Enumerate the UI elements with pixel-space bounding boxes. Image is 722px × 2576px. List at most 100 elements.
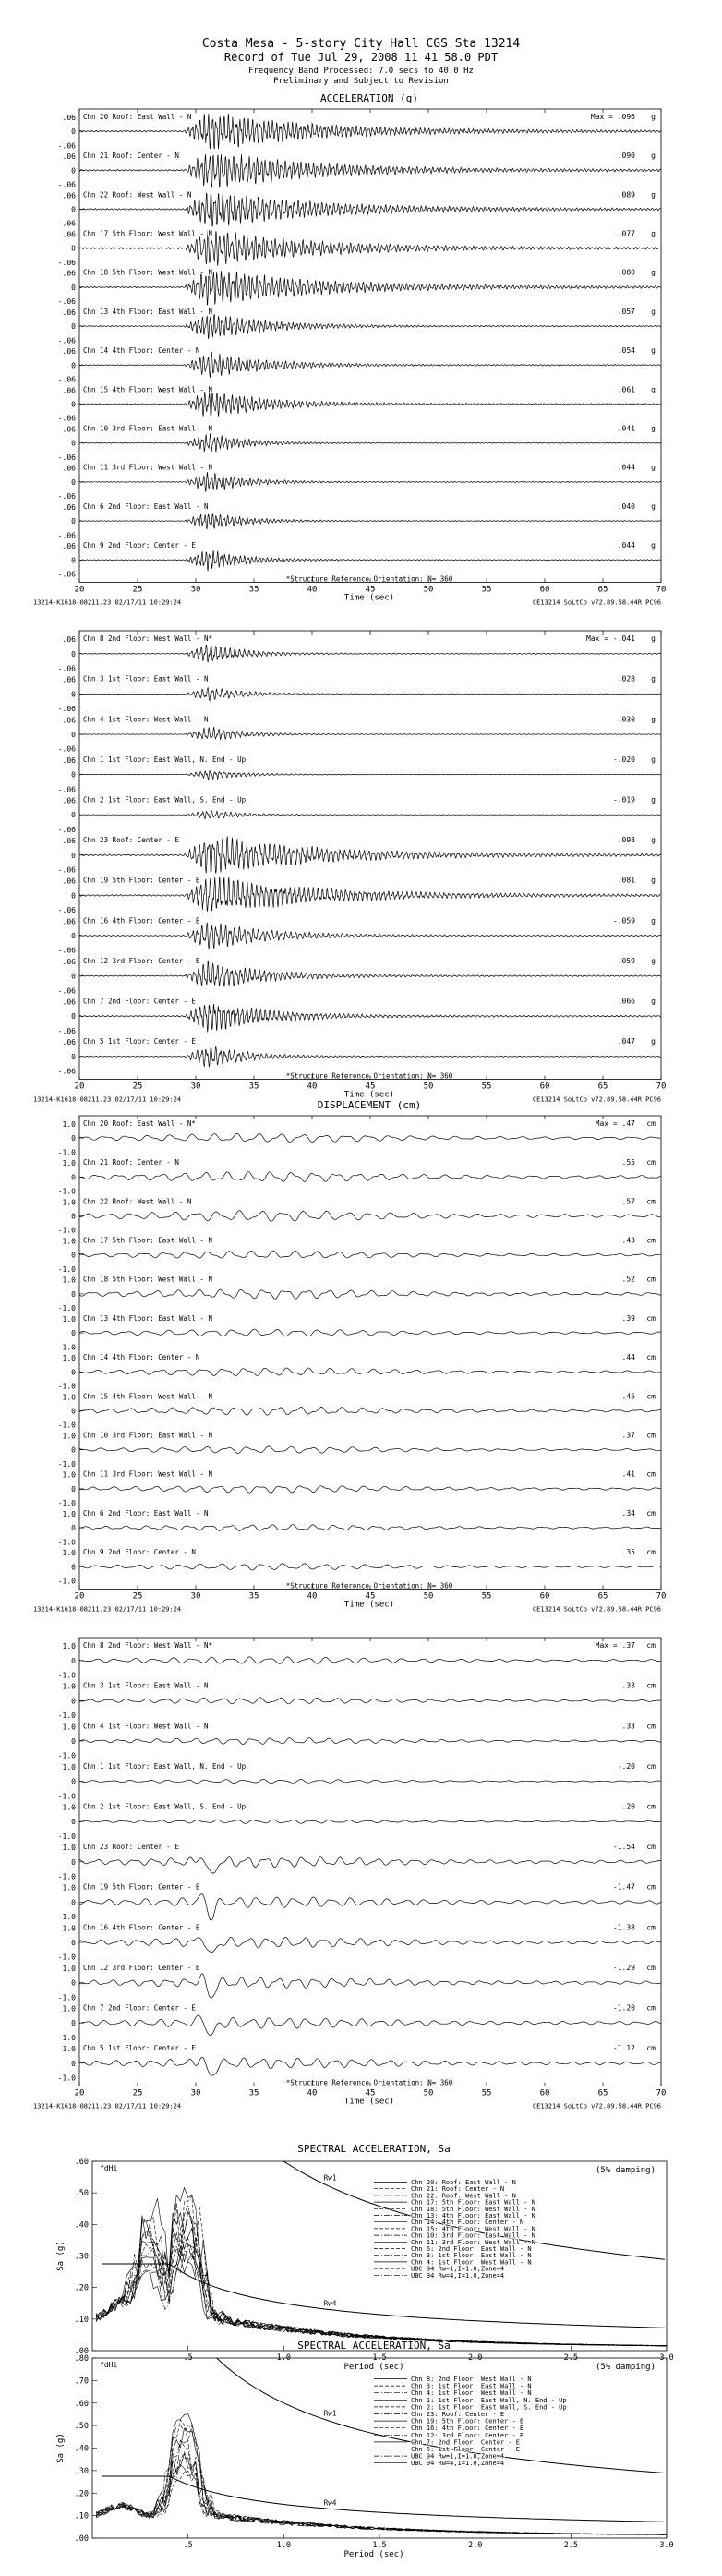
x-tick-label: 65 — [598, 585, 608, 594]
y-tick-label: .06 — [63, 837, 77, 845]
x-tick-label: 25 — [133, 1591, 143, 1601]
channel-trace-group: .06 0 -.06 Chn 14 4th Floor: Center - N .054… — [58, 345, 661, 383]
channel-max-value: .41 — [622, 1470, 636, 1479]
y-tick-label: .30 — [75, 2253, 89, 2262]
x-tick-label: 20 — [75, 2089, 85, 2098]
channel-trace-group: .06 0 -.06 Chn 17 5th Floor: West Wall - N.… — [58, 228, 661, 267]
y-tick-label: .50 — [75, 2422, 89, 2431]
unit-label: cm — [646, 1119, 656, 1128]
channel-label: Chn 8 2nd Floor: West Wall - N* — [83, 1641, 212, 1650]
y-tick-label: .10 — [75, 2512, 89, 2522]
channel-trace-group: .06 0 -.06 Chn 8 2nd Floor: West Wall - N* M… — [58, 634, 661, 672]
y-tick-label: -.06 — [58, 531, 76, 539]
y-tick-label: 1.0 — [63, 1683, 77, 1691]
y-tick-label: 0 — [71, 322, 76, 331]
y-tick-label: 0 — [71, 1408, 76, 1416]
x-tick-label: 35 — [249, 585, 259, 594]
legend-entry: Chn 1: 1st Floor: East Wall, N. End - Up — [411, 2397, 567, 2404]
x-tick-label: 40 — [307, 1082, 318, 1092]
y-tick-label: .06 — [63, 797, 77, 805]
y-tick-label: -.06 — [58, 986, 76, 995]
channel-max-value: .081 — [618, 877, 635, 885]
unit-label: cm — [646, 1276, 656, 1284]
y-tick-label: -1.0 — [58, 1711, 76, 1720]
channel-max-value: .054 — [618, 346, 635, 355]
y-tick-label: -1.0 — [58, 2074, 76, 2082]
unit-label: cm — [646, 1197, 656, 1205]
y-tick-label: 0 — [71, 478, 76, 487]
y-tick-label: -.06 — [58, 826, 76, 834]
legend-entry: Chn 23: Roof: Center - E — [411, 2411, 504, 2418]
y-tick-label: 0 — [71, 1053, 76, 1061]
y-tick-label: 1.0 — [63, 1549, 77, 1557]
channel-trace — [79, 1524, 661, 1531]
channel-trace — [79, 769, 661, 780]
legend-entry: Chn 20: Roof: East Wall - N — [411, 2179, 516, 2186]
x-tick-label: 45 — [366, 2089, 376, 2098]
channel-trace-group: 1.0 0 -1.0 Chn 2 1st Floor: East Wall, S. E… — [58, 1801, 661, 1841]
y-tick-label: .06 — [63, 716, 77, 724]
unit-label: cm — [646, 1803, 656, 1811]
processing-id: CE13214 SoLtCo v72.89.58.44R PC96 — [533, 2103, 661, 2110]
y-tick-label: -.06 — [58, 906, 76, 914]
channel-label: Chn 6 2nd Floor: East Wall - N — [83, 502, 208, 511]
y-tick-label: .00 — [75, 2347, 89, 2356]
channel-trace — [78, 433, 661, 453]
y-tick-label: 1.0 — [63, 1884, 77, 1893]
channel-max-value: .057 — [618, 308, 635, 316]
y-tick-label: -1.0 — [58, 1832, 76, 1841]
x-tick-label: 55 — [482, 585, 492, 594]
channel-max-value: .098 — [618, 836, 635, 844]
y-tick-label: -1.0 — [58, 1953, 76, 1962]
orientation-note: *Structure Reference Orientation: N= 360 — [286, 1581, 453, 1590]
x-tick-label: 30 — [191, 1082, 201, 1092]
legend-entry: Chn 21: Roof: Center - N — [411, 2185, 504, 2193]
unit-label: cm — [646, 1314, 656, 1323]
panel-frame — [78, 1637, 662, 2087]
unit-label: g — [651, 1037, 656, 1046]
y-tick-label: .00 — [75, 2534, 89, 2544]
channel-trace-group: 1.0 0 -1.0 Chn 16 4th Floor: Center - E -1.3… — [58, 1922, 661, 1962]
x-axis-label: Time (sec) — [344, 2098, 394, 2107]
legend-entry: Chn 11: 3rd Floor: West Wall - N — [411, 2239, 535, 2246]
panel-title: DISPLACEMENT (cm) — [318, 1099, 422, 1111]
channel-trace-group: .06 0 -.06 Chn 3 1st Floor: East Wall - N .0… — [58, 674, 661, 713]
channel-trace — [79, 644, 661, 663]
channel-max-value: -1.12 — [613, 2044, 635, 2052]
channel-label: Chn 11 3rd Floor: West Wall - N — [83, 1470, 212, 1479]
y-tick-label: 1.0 — [63, 1763, 77, 1772]
channel-trace — [78, 686, 661, 702]
y-tick-label: 0 — [71, 731, 76, 739]
y-tick-label: -.06 — [58, 297, 76, 306]
channel-label: Chn 15 4th Floor: West Wall - N — [83, 385, 212, 393]
legend-entry: Chn 12: 3rd Floor: Center - E — [411, 2432, 523, 2439]
y-tick-label: 1.0 — [63, 1198, 77, 1206]
y-tick-label: 1.0 — [63, 1642, 77, 1651]
y-tick-label: 1.0 — [63, 1315, 77, 1324]
x-tick-label: 65 — [598, 1082, 608, 1092]
x-tick-label: 50 — [424, 1082, 434, 1092]
channel-trace — [78, 351, 661, 378]
y-tick-label: .06 — [63, 542, 77, 550]
legend-entry: Chn 8: 2nd Floor: West Wall - N — [411, 2376, 532, 2383]
spectrum-panel-1: SPECTRAL ACCELERATION, Sa fdHi (5% damping… — [56, 2143, 674, 2372]
channel-max-value: .041 — [618, 425, 635, 433]
unit-label: g — [651, 464, 656, 472]
channel-max-value: .044 — [618, 464, 635, 472]
y-tick-label: 0 — [71, 127, 76, 136]
channel-trace — [78, 1973, 661, 1999]
channel-label: Chn 4 1st Floor: West Wall - N — [83, 715, 208, 723]
channel-max-value: Max = .47 — [596, 1119, 636, 1128]
x-tick-label: 2.5 — [564, 2541, 578, 2550]
y-tick-label: 0 — [71, 1213, 76, 1221]
unit-label: g — [651, 346, 656, 355]
rw-label: Rw1 — [324, 2173, 337, 2182]
channel-trace — [78, 726, 661, 741]
y-tick-label: 1.0 — [63, 1354, 77, 1362]
y-tick-label: .06 — [63, 308, 77, 317]
orientation-note: *Structure Reference Orientation: N= 360 — [286, 1072, 453, 1081]
y-tick-label: 1.0 — [63, 1471, 77, 1480]
x-axis-label: Time (sec) — [344, 1091, 394, 1100]
y-tick-label: 0 — [71, 973, 76, 981]
